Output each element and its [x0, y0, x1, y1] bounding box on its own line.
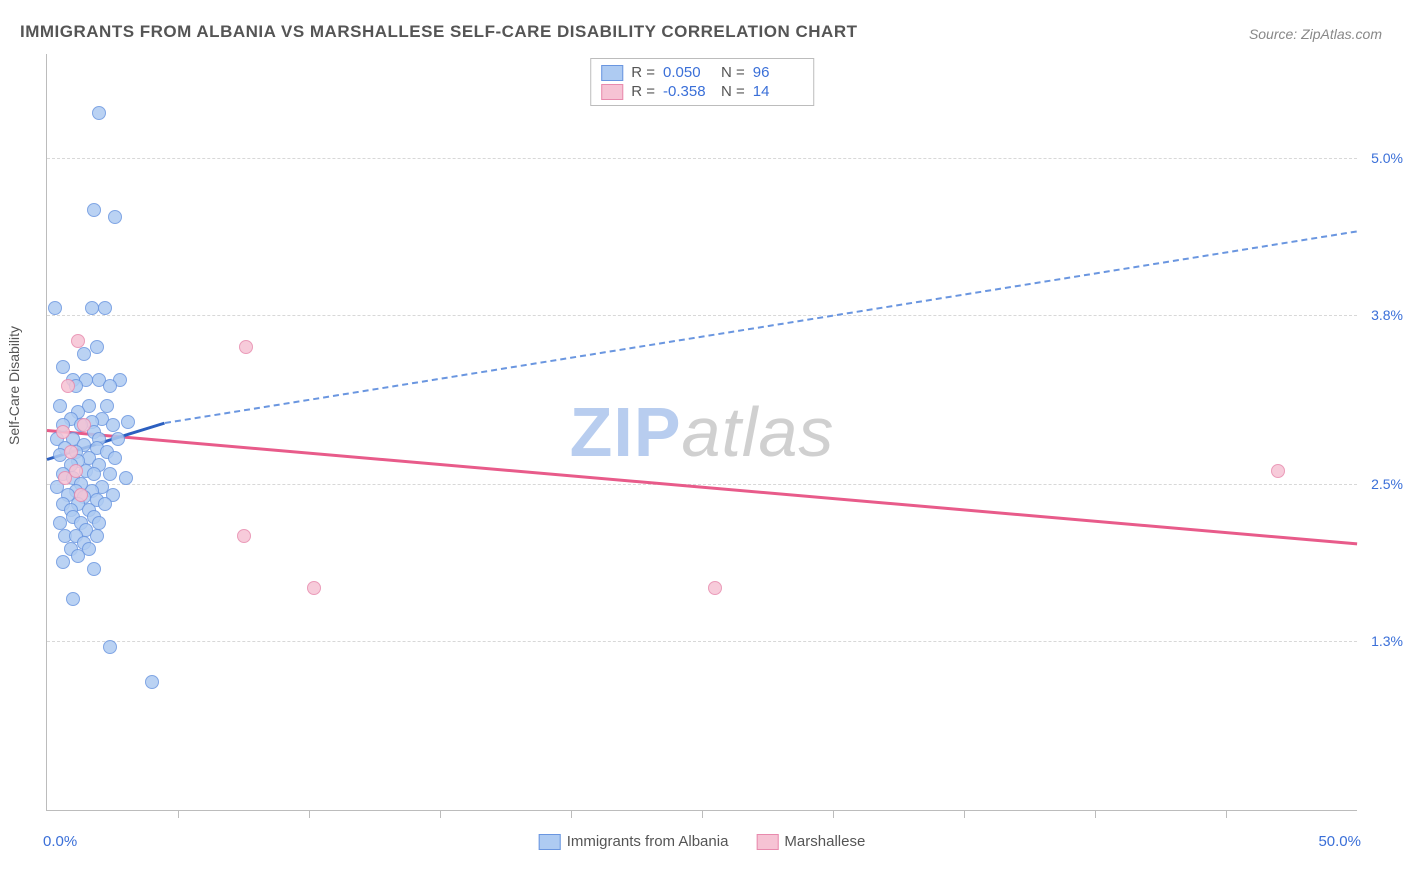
x-axis-max-label: 50.0%	[1318, 833, 1361, 850]
data-point	[103, 640, 117, 654]
source-attribution: Source: ZipAtlas.com	[1249, 26, 1382, 42]
n-label: N =	[721, 64, 745, 81]
data-point	[119, 471, 133, 485]
data-point	[92, 106, 106, 120]
n-value-series2: 14	[753, 83, 803, 100]
data-point	[121, 415, 135, 429]
gridline	[47, 158, 1357, 159]
trend-line	[165, 230, 1357, 424]
data-point	[98, 301, 112, 315]
legend-swatch-series1	[539, 834, 561, 850]
data-point	[237, 529, 251, 543]
data-point	[56, 555, 70, 569]
legend-top-row-series1: R = 0.050 N = 96	[601, 63, 803, 82]
y-tick-label: 2.5%	[1363, 476, 1403, 492]
data-point	[53, 516, 67, 530]
data-point	[87, 203, 101, 217]
data-point	[92, 516, 106, 530]
data-point	[145, 675, 159, 689]
r-value-series2: -0.358	[663, 83, 713, 100]
r-value-series1: 0.050	[663, 64, 713, 81]
data-point	[74, 488, 88, 502]
gridline	[47, 641, 1357, 642]
legend-bottom: Immigrants from Albania Marshallese	[539, 833, 866, 850]
legend-label-series2: Marshallese	[784, 833, 865, 850]
chart-title: IMMIGRANTS FROM ALBANIA VS MARSHALLESE S…	[20, 22, 857, 42]
r-label: R =	[631, 83, 655, 100]
data-point	[108, 210, 122, 224]
y-tick-label: 5.0%	[1363, 150, 1403, 166]
scatter-plot-area: ZIPatlas R = 0.050 N = 96 R = -0.358 N =…	[46, 54, 1357, 811]
x-tick	[1095, 810, 1096, 818]
legend-swatch-series2	[756, 834, 778, 850]
data-point	[87, 467, 101, 481]
watermark-suffix: atlas	[682, 393, 835, 471]
n-value-series1: 96	[753, 64, 803, 81]
r-label: R =	[631, 64, 655, 81]
n-label: N =	[721, 83, 745, 100]
y-tick-label: 1.3%	[1363, 633, 1403, 649]
x-tick	[571, 810, 572, 818]
data-point	[108, 451, 122, 465]
data-point	[100, 399, 114, 413]
data-point	[71, 549, 85, 563]
x-tick	[178, 810, 179, 818]
legend-swatch-series2	[601, 84, 623, 100]
x-tick	[702, 810, 703, 818]
data-point	[77, 347, 91, 361]
data-point	[106, 418, 120, 432]
x-tick	[964, 810, 965, 818]
legend-bottom-item-series1: Immigrants from Albania	[539, 833, 729, 850]
x-tick	[1226, 810, 1227, 818]
data-point	[71, 334, 85, 348]
legend-label-series1: Immigrants from Albania	[567, 833, 729, 850]
legend-top-row-series2: R = -0.358 N = 14	[601, 82, 803, 101]
data-point	[103, 467, 117, 481]
data-point	[239, 340, 253, 354]
y-axis-label: Self-Care Disability	[6, 326, 22, 445]
gridline	[47, 315, 1357, 316]
x-axis-min-label: 0.0%	[43, 833, 77, 850]
data-point	[98, 497, 112, 511]
data-point	[85, 301, 99, 315]
data-point	[111, 432, 125, 446]
data-point	[1271, 464, 1285, 478]
y-tick-label: 3.8%	[1363, 307, 1403, 323]
data-point	[58, 471, 72, 485]
data-point	[307, 581, 321, 595]
data-point	[53, 399, 67, 413]
data-point	[708, 581, 722, 595]
data-point	[77, 418, 91, 432]
watermark-prefix: ZIP	[570, 393, 682, 471]
data-point	[61, 379, 75, 393]
data-point	[48, 301, 62, 315]
data-point	[56, 360, 70, 374]
legend-top: R = 0.050 N = 96 R = -0.358 N = 14	[590, 58, 814, 106]
x-tick	[833, 810, 834, 818]
x-tick	[309, 810, 310, 818]
data-point	[90, 529, 104, 543]
data-point	[87, 562, 101, 576]
data-point	[64, 445, 78, 459]
data-point	[103, 379, 117, 393]
data-point	[66, 592, 80, 606]
x-tick	[440, 810, 441, 818]
data-point	[56, 425, 70, 439]
legend-bottom-item-series2: Marshallese	[756, 833, 865, 850]
watermark: ZIPatlas	[570, 392, 835, 472]
data-point	[90, 340, 104, 354]
legend-swatch-series1	[601, 65, 623, 81]
